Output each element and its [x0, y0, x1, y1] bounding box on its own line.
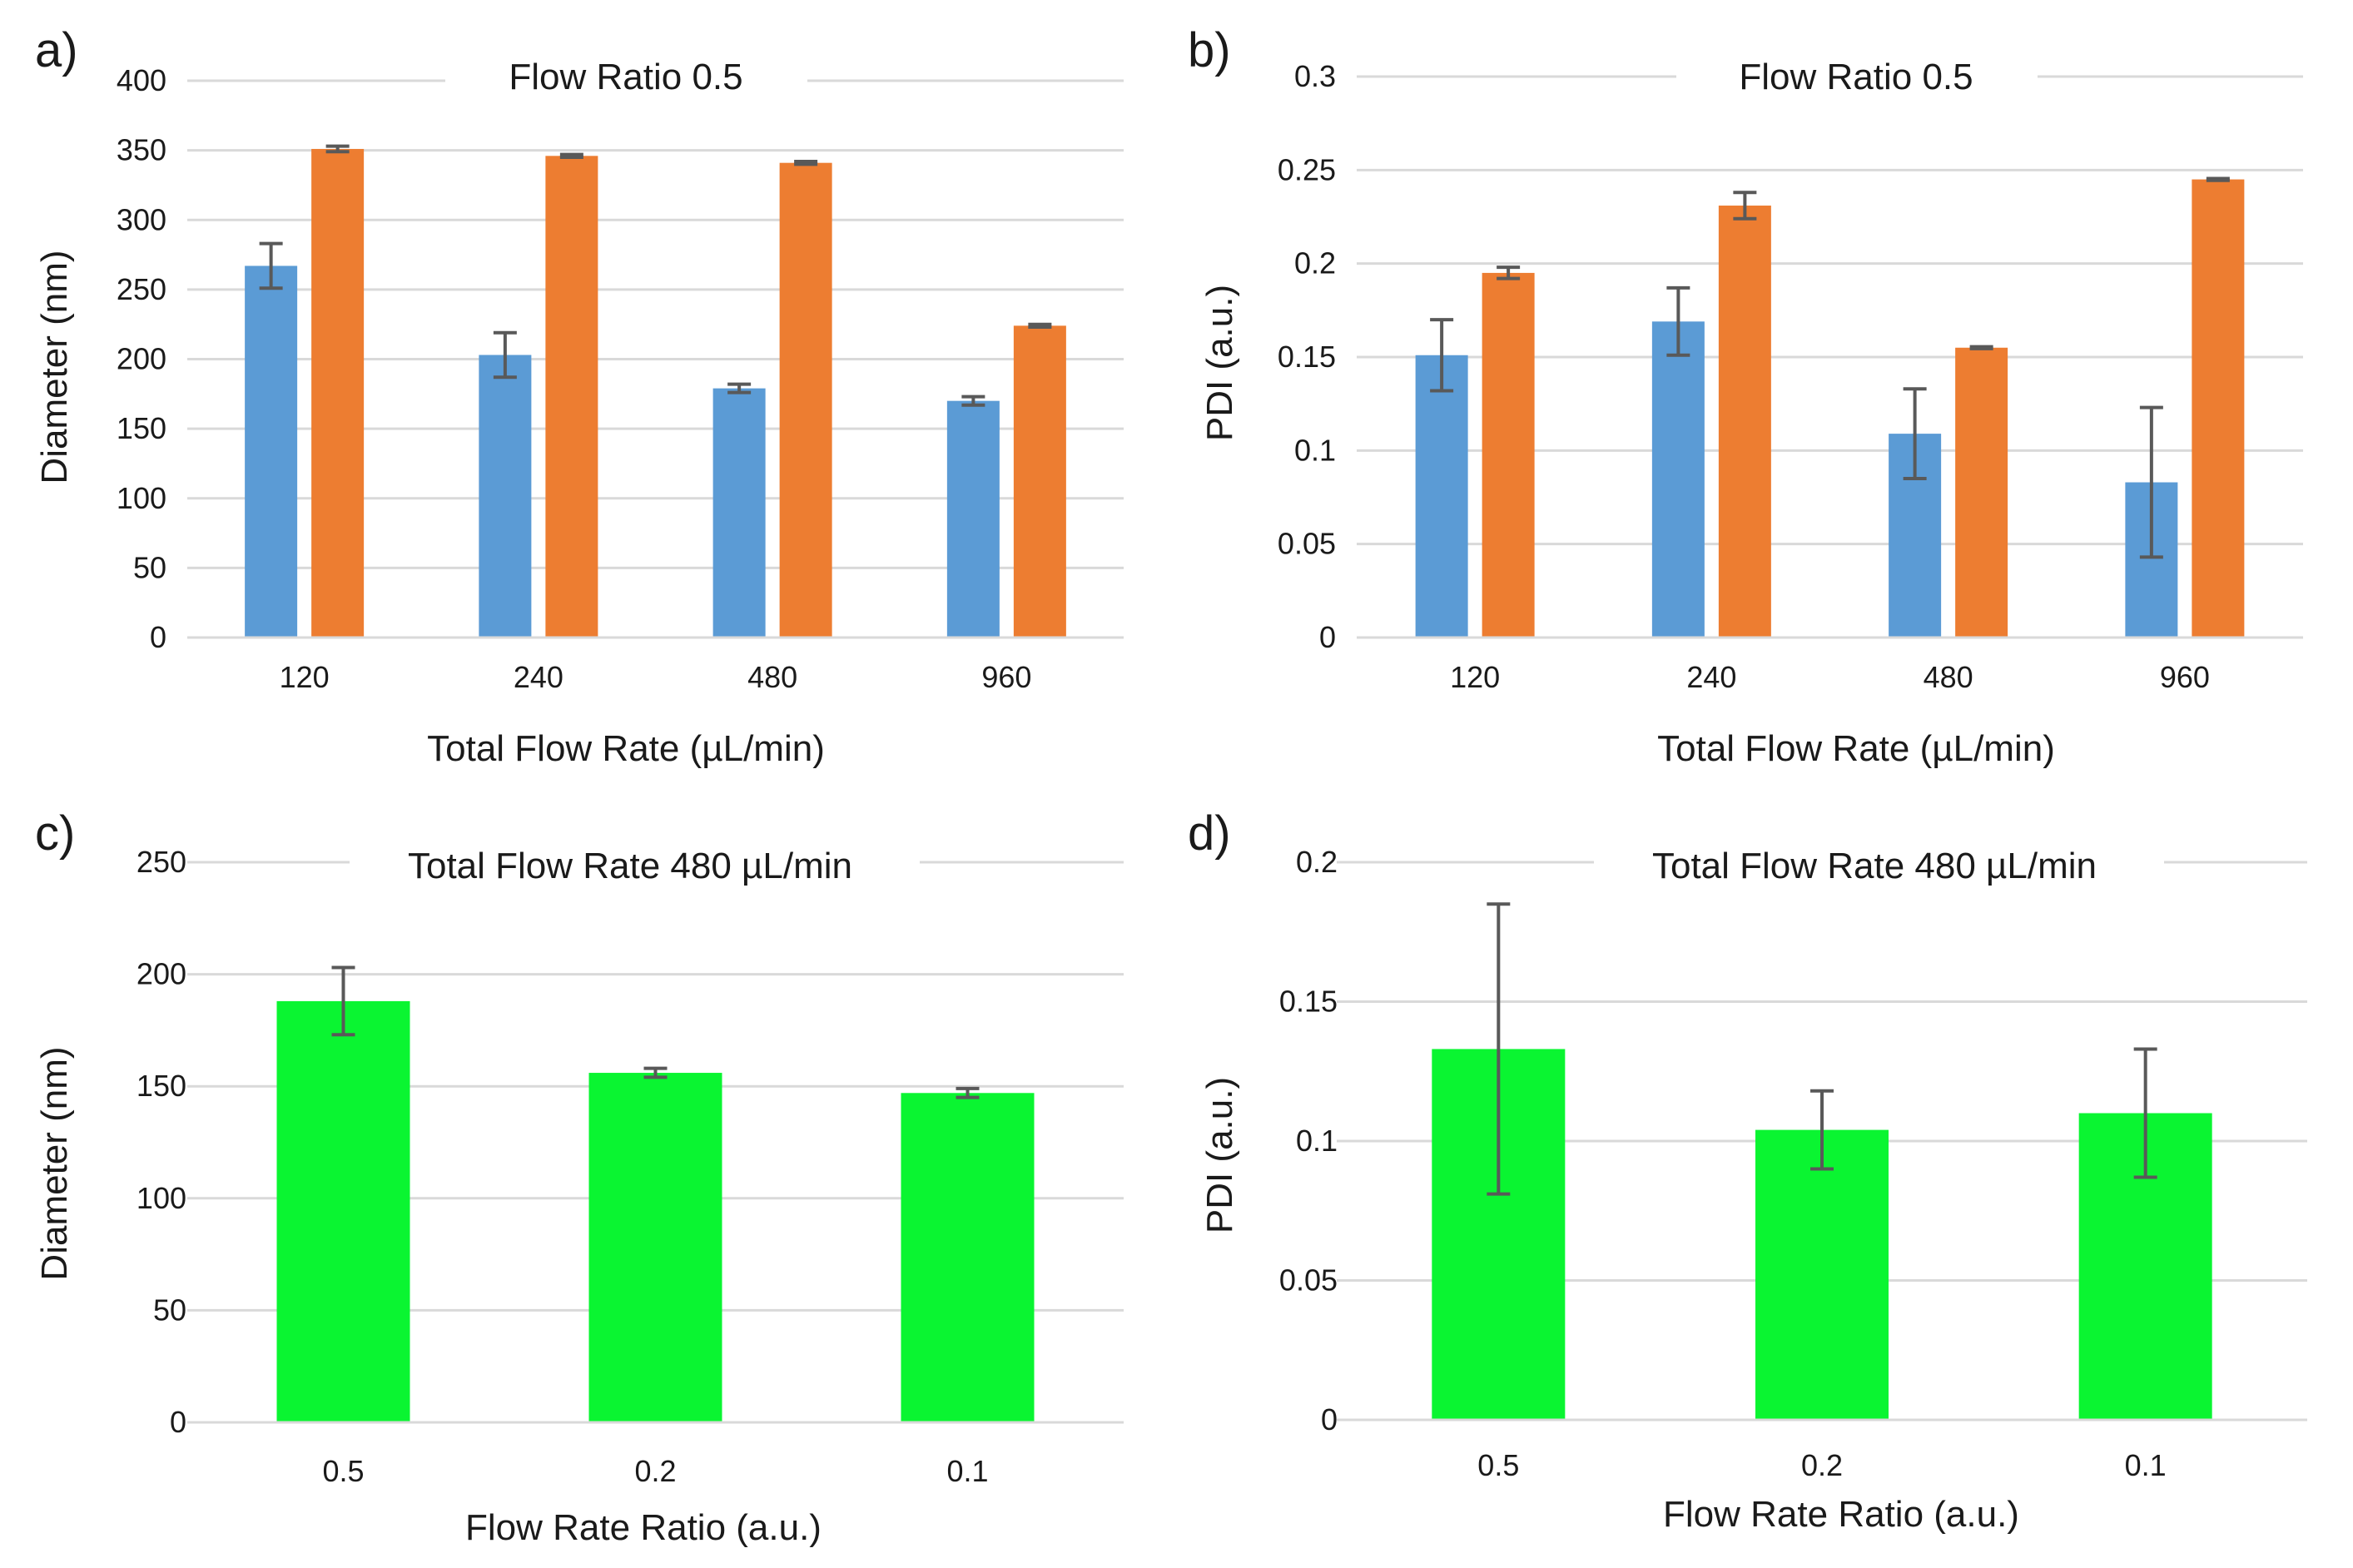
- y-tick-label: 0.1: [1294, 433, 1336, 467]
- y-tick-label: 0.05: [1279, 1263, 1338, 1298]
- y-tick-label: 0.2: [1296, 845, 1338, 879]
- chart-panel-c: c) 0 50 100 150 200 250 0.5 0.2 0.1 Total Flow …: [0, 784, 1176, 1568]
- y-axis-label: Diameter (nm): [34, 250, 75, 484]
- y-tick-labels: 0 0.05 0.1 0.15 0.2: [1279, 845, 1338, 1437]
- y-axis-label: PDI (a.u.): [1199, 285, 1240, 441]
- bar: [545, 156, 598, 638]
- x-tick-label: 0.2: [634, 1454, 676, 1488]
- x-tick-label: 0.2: [1801, 1448, 1843, 1482]
- chart-title: Total Flow Rate 480 µL/min: [1652, 846, 2097, 886]
- bar: [901, 1093, 1035, 1422]
- panel-label: a): [35, 23, 78, 77]
- bar: [1955, 347, 2008, 638]
- x-axis-label: Total Flow Rate (µL/min): [427, 728, 825, 769]
- y-tick-labels: 0 0.05 0.1 0.15 0.2 0.25 0.3: [1278, 59, 1336, 654]
- chart-title: Total Flow Rate 480 µL/min: [408, 846, 852, 886]
- bars: [187, 965, 1124, 1424]
- y-tick-label: 200: [137, 957, 186, 991]
- chart-panel-b: b) 0 0.05 0.1 0.15 0.2 0.25 0.3 120 240 480 960 F…: [1176, 0, 2353, 784]
- bar: [311, 148, 365, 638]
- x-tick-label: 480: [747, 660, 797, 694]
- x-tick-label: 960: [981, 660, 1031, 694]
- y-axis-label: PDI (a.u.): [1199, 1077, 1240, 1233]
- x-tick-labels: 0.5 0.2 0.1: [1477, 1448, 2166, 1482]
- panel-label: c): [35, 806, 75, 861]
- bar: [245, 265, 298, 638]
- title-background: [350, 838, 920, 888]
- y-tick-label: 0: [150, 620, 166, 654]
- panel-label: b): [1188, 23, 1231, 77]
- chart-svg-a: a) 0 50 100 150 200 250 300 350 400 120 240 480 960…: [34, 23, 1124, 769]
- bar: [779, 162, 832, 638]
- chart-svg-c: c) 0 50 100 150 200 250 0.5 0.2 0.1 Total Flow …: [34, 806, 1124, 1548]
- bar: [2192, 179, 2245, 638]
- x-tick-label: 240: [514, 660, 563, 694]
- y-tick-label: 0: [1319, 620, 1336, 654]
- title-background: [445, 50, 807, 100]
- bar: [1755, 1129, 1889, 1420]
- bar: [276, 1000, 410, 1422]
- y-tick-label: 0.15: [1279, 985, 1338, 1019]
- title-background: [1594, 838, 2164, 888]
- bars: [1357, 176, 2303, 639]
- y-tick-labels: 0 50 100 150 200 250: [137, 845, 186, 1439]
- bar: [1013, 325, 1066, 638]
- chart-svg-b: b) 0 0.05 0.1 0.15 0.2 0.25 0.3 120 240 480 960 F…: [1188, 23, 2303, 769]
- x-tick-label: 120: [1450, 660, 1500, 694]
- y-tick-label: 250: [117, 272, 166, 306]
- x-tick-label: 0.1: [946, 1454, 988, 1488]
- chart-panel-a: a) 0 50 100 150 200 250 300 350 400 120 240 480 960…: [0, 0, 1176, 784]
- y-tick-label: 350: [117, 133, 166, 167]
- bar: [588, 1073, 722, 1422]
- y-tick-label: 150: [117, 411, 166, 445]
- chart-title: Flow Ratio 0.5: [1739, 57, 1973, 97]
- x-tick-label: 0.5: [322, 1454, 364, 1488]
- chart-title: Flow Ratio 0.5: [509, 57, 742, 97]
- bar: [1718, 206, 1771, 638]
- bars: [187, 144, 1124, 639]
- x-tick-labels: 120 240 480 960: [280, 660, 1032, 694]
- y-tick-label: 0.25: [1278, 152, 1336, 186]
- x-axis-label: Total Flow Rate (µL/min): [1657, 728, 2055, 769]
- y-tick-label: 0.1: [1296, 1124, 1338, 1158]
- y-tick-label: 0.05: [1278, 527, 1336, 561]
- x-tick-label: 240: [1686, 660, 1736, 694]
- bar: [1482, 272, 1535, 638]
- bars: [1337, 902, 2307, 1422]
- bar: [1415, 355, 1468, 638]
- y-tick-label: 250: [137, 845, 186, 879]
- x-axis-label: Flow Rate Ratio (a.u.): [465, 1507, 822, 1548]
- y-tick-label: 0: [1321, 1402, 1338, 1437]
- bar: [712, 388, 766, 638]
- y-tick-label: 200: [117, 342, 166, 376]
- y-axis-label: Diameter (nm): [34, 1046, 75, 1280]
- y-tick-label: 0.2: [1294, 246, 1336, 280]
- y-tick-label: 150: [137, 1069, 186, 1103]
- y-tick-label: 50: [153, 1293, 186, 1327]
- chart-svg-d: d) 0 0.05 0.1 0.15 0.2 0.5 0.2 0.1 Total Flow …: [1188, 806, 2307, 1535]
- bar: [946, 400, 1000, 638]
- bar: [1651, 321, 1705, 638]
- chart-panel-d: d) 0 0.05 0.1 0.15 0.2 0.5 0.2 0.1 Total Flow …: [1176, 784, 2353, 1568]
- x-tick-label: 0.5: [1477, 1448, 1519, 1482]
- x-axis-label: Flow Rate Ratio (a.u.): [1663, 1494, 2019, 1535]
- y-tick-label: 0.15: [1278, 340, 1336, 374]
- y-tick-labels: 0 50 100 150 200 250 300 350 400: [117, 63, 166, 654]
- bar: [479, 355, 532, 638]
- y-tick-label: 100: [117, 481, 166, 515]
- x-tick-labels: 0.5 0.2 0.1: [322, 1454, 988, 1488]
- x-tick-label: 960: [2160, 660, 2210, 694]
- y-tick-label: 100: [137, 1181, 186, 1215]
- x-tick-label: 480: [1924, 660, 1973, 694]
- y-tick-label: 0: [170, 1405, 186, 1439]
- title-background: [1676, 50, 2038, 100]
- panel-label: d): [1188, 806, 1231, 861]
- x-tick-labels: 120 240 480 960: [1450, 660, 2210, 694]
- y-tick-label: 300: [117, 202, 166, 236]
- x-tick-label: 0.1: [2125, 1448, 2167, 1482]
- x-tick-label: 120: [280, 660, 330, 694]
- y-tick-label: 400: [117, 63, 166, 97]
- y-tick-label: 0.3: [1294, 59, 1336, 93]
- y-tick-label: 50: [133, 550, 166, 584]
